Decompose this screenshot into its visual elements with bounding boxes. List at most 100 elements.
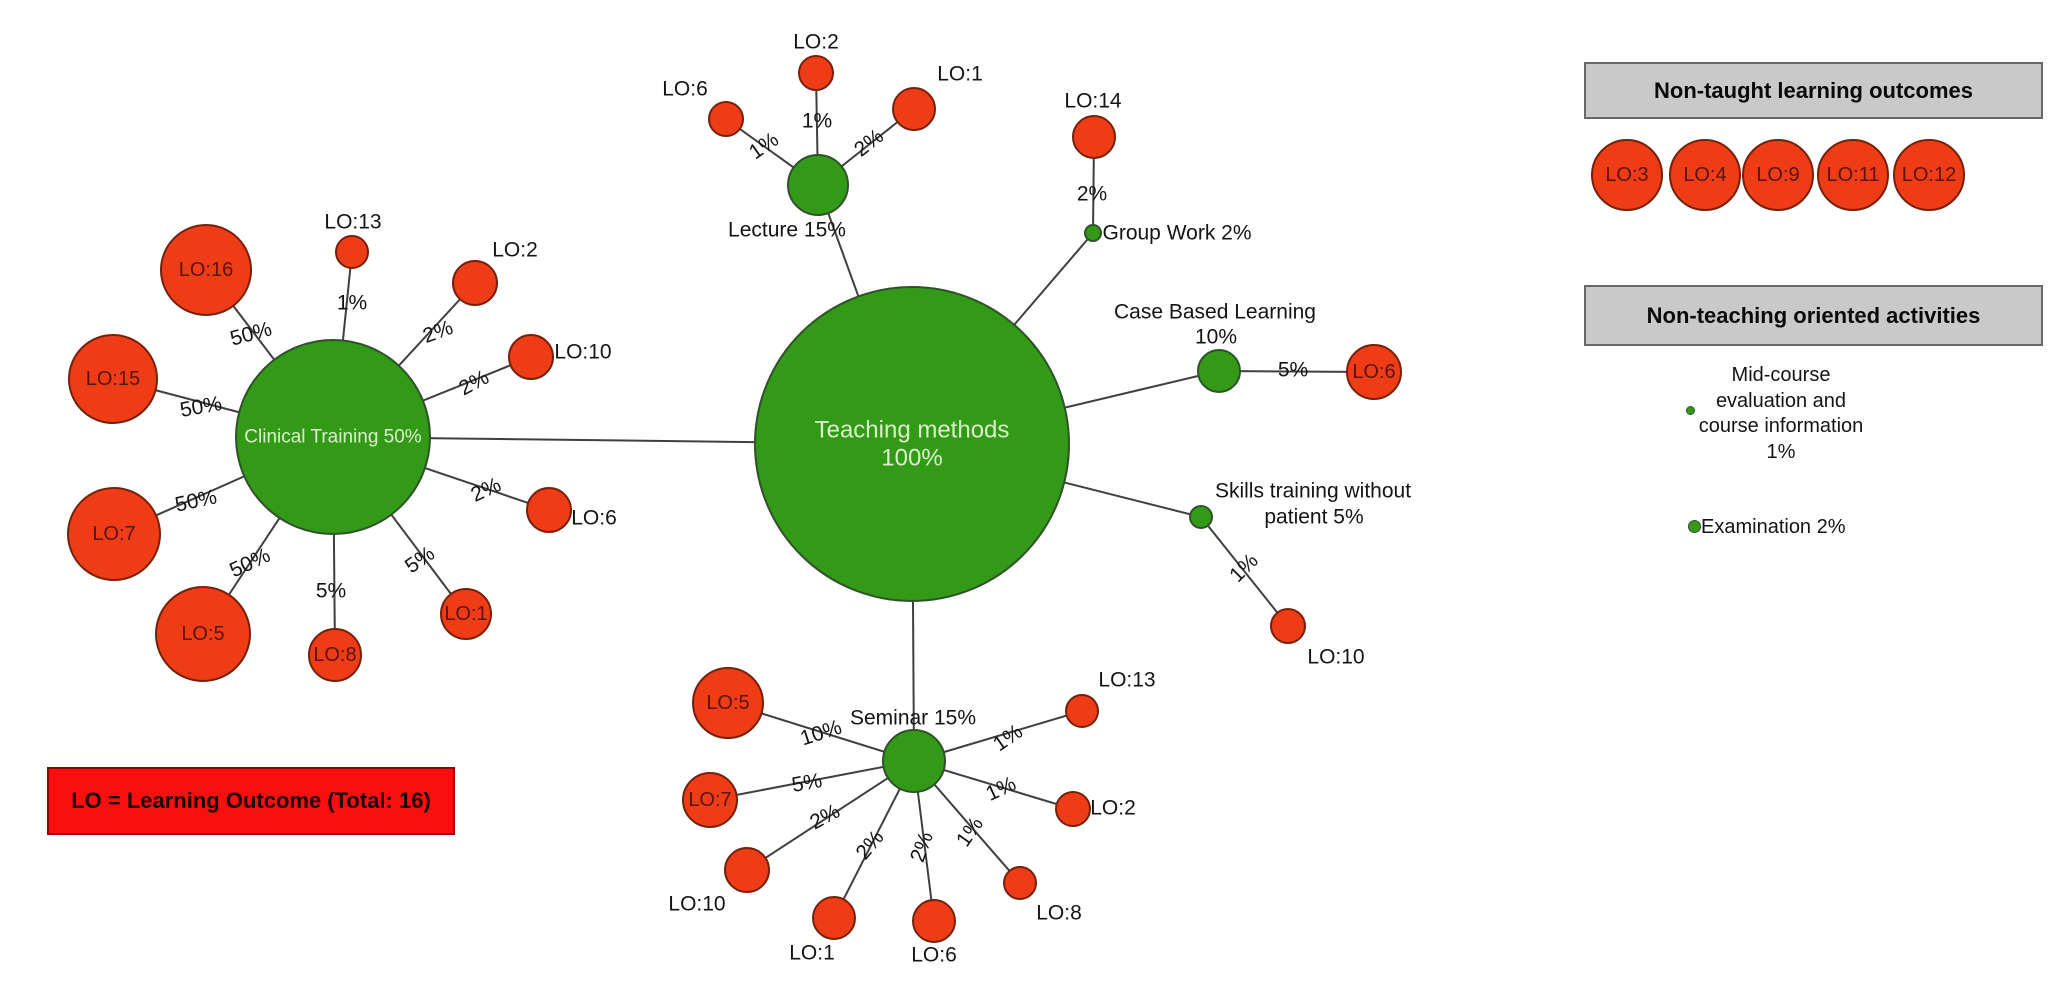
group-work-label: Group Work 2% — [1103, 222, 1252, 245]
edge-skills-sk-lo10 — [1200, 516, 1289, 627]
node-c-lo10 — [508, 334, 554, 380]
examination-item: Examination 2% — [1701, 516, 1846, 538]
node-lecture — [787, 154, 849, 216]
edge-label-clinical-c-lo13: 1% — [337, 292, 367, 315]
groupwork-lo14-label: LO:14 — [1064, 90, 1122, 113]
edge-label-clinical-c-lo10: 2% — [455, 366, 493, 401]
edge-label-seminar-s-lo8: 1% — [952, 813, 988, 851]
node-groupwork — [1084, 224, 1102, 242]
legend-box: LO = Learning Outcome (Total: 16) — [47, 767, 455, 835]
node-label-c-lo15: LO:15 — [86, 368, 140, 390]
edge-label-clinical-c-lo1: 5% — [401, 542, 439, 578]
edge-label-seminar-s-lo13: 1% — [989, 720, 1027, 756]
node-s-lo5 — [692, 667, 764, 739]
node-c-lo2 — [452, 260, 498, 306]
mid-course-item: Mid-course evaluation and course informa… — [1698, 364, 1864, 463]
clinical-lo10-label: LO:10 — [554, 341, 611, 364]
edge-label-clinical-c-lo7: 50% — [173, 485, 219, 516]
node-c-lo8 — [308, 628, 362, 682]
non-taught-panel-header: Non-taught learning outcomes — [1584, 62, 2043, 119]
node-c-lo6 — [526, 487, 572, 533]
node-label-c-lo8: LO:8 — [313, 644, 356, 666]
lecture-lo6-label: LO:6 — [662, 78, 708, 101]
node-label-nt-lo4: LO:4 — [1683, 164, 1726, 186]
node-label-c-lo7: LO:7 — [92, 523, 135, 545]
non-taught-panel-title: Non-taught learning outcomes — [1654, 77, 1973, 103]
seminar-lo6-label: LO:6 — [911, 944, 957, 967]
seminar-lo10-label: LO:10 — [668, 893, 725, 916]
node-label-nt-lo9: LO:9 — [1756, 164, 1799, 186]
node-label-s-lo7: LO:7 — [688, 789, 731, 811]
node-s-lo13 — [1065, 694, 1099, 728]
edge-label-seminar-s-lo10: 2% — [806, 800, 844, 835]
node-c-lo15 — [68, 334, 158, 424]
edge-seminar-s-lo7 — [709, 760, 915, 801]
node-g-lo14 — [1072, 115, 1116, 159]
node-s-lo7 — [682, 772, 738, 828]
node-teaching — [754, 286, 1070, 602]
seminar-lo13-label: LO:13 — [1098, 669, 1155, 692]
node-s-lo8 — [1003, 866, 1037, 900]
edge-label-lecture-l-lo6: 1% — [745, 128, 783, 164]
lecture-lo1-label: LO:1 — [937, 63, 983, 86]
node-s-lo6 — [912, 899, 956, 943]
node-casebased — [1197, 349, 1241, 393]
seminar-label: Seminar 15% — [850, 707, 976, 730]
skills-label-line1: Skills training without — [1215, 480, 1411, 503]
edge-label-seminar-s-lo7: 5% — [790, 769, 824, 797]
edge-seminar-s-lo10 — [746, 760, 915, 871]
mid-course-dot — [1686, 406, 1695, 415]
node-label-teaching: Teaching methods 100% — [815, 417, 1010, 472]
seminar-lo2-label: LO:2 — [1090, 797, 1136, 820]
case-based-pct-label: 10% — [1195, 326, 1237, 349]
edge-label-casebased-cb-lo6: 5% — [1278, 359, 1308, 382]
node-c-lo16 — [160, 224, 252, 316]
clinical-lo6-label: LO:6 — [571, 507, 617, 530]
node-nt-lo3 — [1591, 139, 1663, 211]
lecture-label: Lecture 15% — [728, 219, 846, 242]
node-nt-lo12 — [1893, 139, 1965, 211]
clinical-lo13-label: LO:13 — [324, 211, 381, 234]
legend-label: LO = Learning Outcome (Total: 16) — [71, 788, 431, 813]
node-l-lo6 — [708, 101, 744, 137]
node-l-lo1 — [892, 87, 936, 131]
edge-label-seminar-s-lo5: 10% — [797, 716, 844, 751]
skills-label-line2: patient 5% — [1264, 506, 1363, 529]
node-seminar — [882, 729, 946, 793]
seminar-lo8-label: LO:8 — [1036, 902, 1082, 925]
node-label-c-lo1: LO:1 — [444, 603, 487, 625]
edge-label-lecture-l-lo2: 1% — [802, 110, 832, 133]
clinical-lo2-label: LO:2 — [492, 239, 538, 262]
node-s-lo1 — [812, 896, 856, 940]
node-label-cb-lo6: LO:6 — [1352, 361, 1395, 383]
edge-label-clinical-c-lo16: 50% — [228, 317, 275, 350]
node-clinical — [235, 339, 431, 535]
edge-label-seminar-s-lo1: 2% — [851, 826, 888, 864]
edge-label-clinical-c-lo15: 50% — [178, 392, 223, 422]
node-label-c-lo5: LO:5 — [181, 623, 224, 645]
node-nt-lo11 — [1817, 139, 1889, 211]
edge-label-clinical-c-lo8: 5% — [316, 580, 346, 603]
node-label-nt-lo3: LO:3 — [1605, 164, 1648, 186]
skills-lo10-label: LO:10 — [1307, 646, 1364, 669]
edge-label-groupwork-g-lo14: 2% — [1077, 183, 1107, 206]
examination-dot — [1688, 520, 1701, 533]
node-label-c-lo16: LO:16 — [179, 259, 233, 281]
node-s-lo2 — [1055, 791, 1091, 827]
node-c-lo7 — [67, 487, 161, 581]
edge-label-clinical-c-lo2: 2% — [420, 316, 456, 348]
lecture-lo2-label: LO:2 — [793, 31, 839, 54]
node-label-clinical: Clinical Training 50% — [244, 427, 422, 448]
node-c-lo13 — [335, 235, 369, 269]
node-c-lo1 — [440, 588, 492, 640]
node-label-nt-lo11: LO:11 — [1827, 164, 1880, 186]
edge-label-clinical-c-lo6: 2% — [467, 473, 504, 507]
non-teaching-panel-header: Non-teaching oriented activities — [1584, 285, 2043, 346]
seminar-lo1-label: LO:1 — [789, 942, 835, 965]
case-based-label: Case Based Learning — [1114, 301, 1316, 324]
node-skills — [1189, 505, 1213, 529]
node-c-lo5 — [155, 586, 251, 682]
node-l-lo2 — [798, 55, 834, 91]
